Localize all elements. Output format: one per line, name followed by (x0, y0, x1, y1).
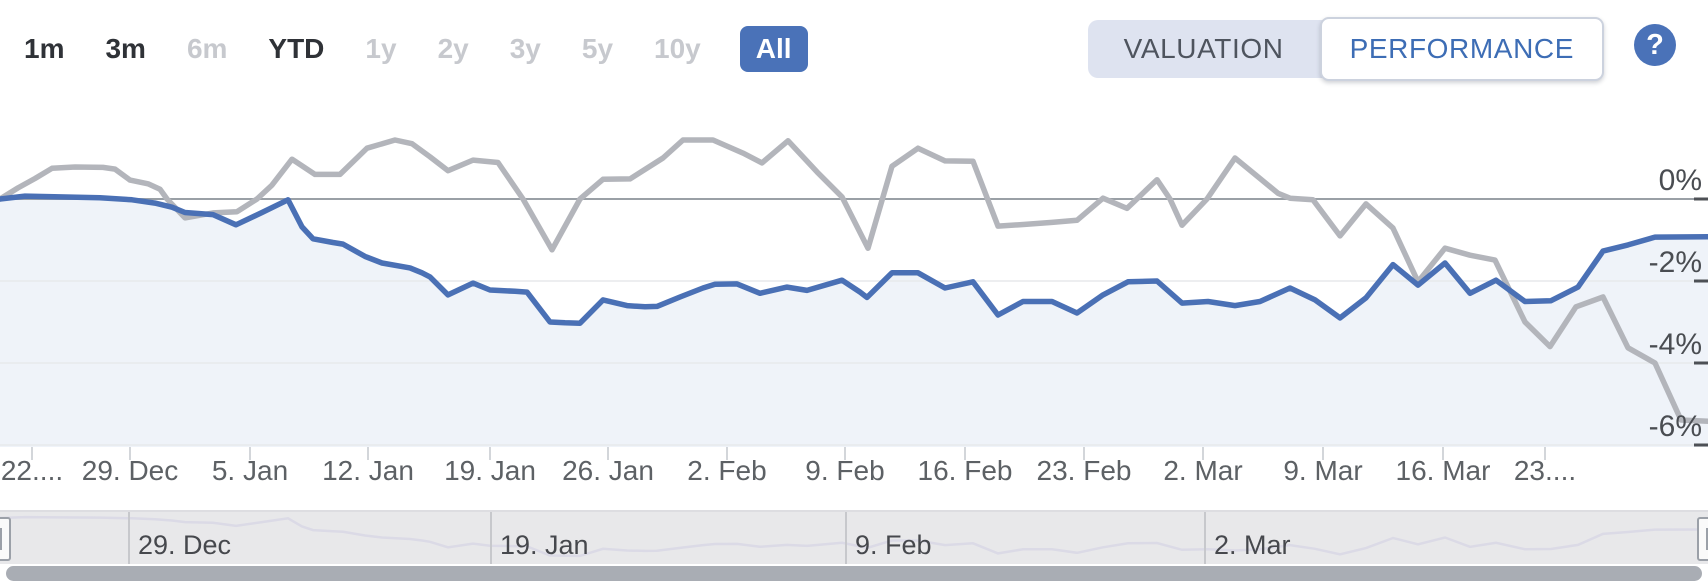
range-button-all[interactable]: All (739, 26, 808, 72)
x-axis-label: 22.... (1, 455, 63, 486)
navigator-gridline (845, 512, 847, 564)
range-button-2y: 2y (436, 27, 471, 71)
y-axis-label: -6% (1649, 410, 1702, 443)
navigator-date-label: 2. Mar (1214, 530, 1291, 560)
tab-performance[interactable]: PERFORMANCE (1319, 17, 1604, 81)
grip-icon (0, 528, 2, 550)
range-button-1m[interactable]: 1m (22, 27, 66, 71)
x-axis-label: 19. Jan (444, 455, 536, 486)
range-button-6m: 6m (185, 27, 229, 71)
series-blue-line (0, 193, 1708, 326)
grip-icon (1706, 528, 1708, 550)
range-button-5y: 5y (580, 27, 615, 71)
x-axis-label: 2. Feb (687, 455, 766, 486)
range-button-10y: 10y (652, 27, 703, 71)
navigator-series-line (0, 515, 1708, 558)
navigator-gridline (490, 512, 492, 564)
y-axis-label: -4% (1649, 328, 1702, 361)
y-axis-label: 0% (1659, 164, 1702, 197)
navigator-mini-chart (0, 515, 1708, 558)
range-button-3m[interactable]: 3m (103, 27, 147, 71)
help-button[interactable]: ? (1634, 24, 1676, 66)
range-button-1y: 1y (363, 27, 398, 71)
navigator-left-handle[interactable] (0, 517, 11, 561)
x-axis-label: 23. Feb (1037, 455, 1132, 486)
x-axis-label: 26. Jan (562, 455, 654, 486)
view-toggle: VALUATION PERFORMANCE (1087, 17, 1604, 81)
horizontal-scrollbar-thumb[interactable] (6, 566, 1702, 581)
x-axis-label: 16. Mar (1396, 455, 1491, 486)
x-axis-label: 9. Mar (1283, 455, 1362, 486)
navigator-gridline (128, 512, 130, 564)
question-mark-icon: ? (1646, 28, 1664, 61)
series-gray-line (0, 137, 1708, 424)
x-axis-label: 9. Feb (805, 455, 884, 486)
range-button-ytd[interactable]: YTD (266, 27, 326, 71)
navigator-right-handle[interactable] (1697, 517, 1708, 561)
tab-valuation[interactable]: VALUATION (1088, 20, 1320, 78)
performance-chart[interactable]: 22.... 29. Dec 5. Jan 12. Jan 19. Jan 26. Jan… (0, 0, 1708, 505)
chart-navigator[interactable]: 29. Dec 19. Jan 9. Feb 2. Mar (0, 510, 1708, 564)
x-axis-label: 29. Dec (82, 455, 179, 486)
navigator-date-label: 19. Jan (500, 530, 589, 560)
navigator-date-label: 9. Feb (855, 530, 932, 560)
navigator-gridline (1204, 512, 1206, 564)
range-selector: 1m 3m 6m YTD 1y 2y 3y 5y 10y All (22, 26, 808, 72)
x-axis-label: 5. Jan (212, 455, 288, 486)
series-area-fill (0, 196, 1708, 447)
x-axis-label: 23.... (1514, 455, 1576, 486)
navigator-date-label: 29. Dec (138, 530, 232, 560)
x-axis-label: 2. Mar (1163, 455, 1242, 486)
x-axis-label: 16. Feb (918, 455, 1013, 486)
x-axis-label: 12. Jan (322, 455, 414, 486)
range-button-3y: 3y (508, 27, 543, 71)
y-axis-label: -2% (1649, 246, 1702, 279)
